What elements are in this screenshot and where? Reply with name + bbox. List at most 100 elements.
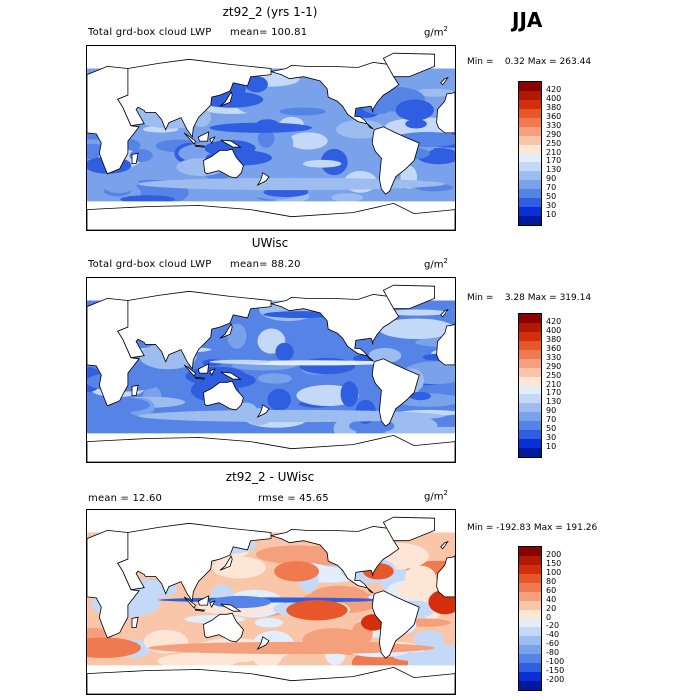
colorbar-tick-label: 200 <box>546 549 562 559</box>
colorbar-segment <box>519 663 541 673</box>
panel-3-map-canvas <box>87 510 455 694</box>
colorbar-segment <box>519 314 541 323</box>
colorbar-tick-label: 170 <box>546 388 562 398</box>
continent-outline <box>203 148 244 179</box>
colorbar-tick-label: 380 <box>546 334 562 344</box>
panel-3-colorbar-ticks: 200 150 100 80 60 40 20 0 -20 -40 -60 -80 -100 -150 -2… <box>546 546 586 689</box>
continent-outline <box>256 404 270 418</box>
field-contour <box>209 122 312 133</box>
panel-3-title: zt92_2 - UWisc <box>225 470 315 484</box>
colorbar-segment <box>519 555 541 565</box>
colorbar-segment <box>519 654 541 664</box>
continent-outline <box>382 52 436 78</box>
panel-2-colorbar-ticks: 420 400 380 360 330 290 250 210 170 130 90 70 50 30 10 <box>546 313 586 456</box>
colorbar-tick-label: 10 <box>546 210 557 220</box>
continent-outline <box>131 152 139 164</box>
colorbar-tick-label: 250 <box>546 138 562 148</box>
colorbar-segment <box>519 82 541 91</box>
field-contour <box>269 131 294 156</box>
continent-outline <box>209 368 216 376</box>
continent-outline <box>197 595 210 606</box>
colorbar-segment <box>519 547 541 556</box>
field-contour <box>331 193 363 202</box>
continent-outline <box>183 132 196 145</box>
colorbar-segment <box>519 216 541 225</box>
colorbar-segment <box>519 99 541 109</box>
panel-3-units: g/m2 <box>424 489 448 503</box>
colorbar-tick-label: 50 <box>546 424 557 434</box>
field-contour <box>286 599 348 621</box>
colorbar-segment <box>519 135 541 145</box>
colorbar-tick-label: -40 <box>546 630 560 640</box>
continent-outline <box>220 603 242 612</box>
continent-outline <box>371 358 420 427</box>
panel-1-colorbar <box>518 81 542 226</box>
field-contour <box>274 561 320 582</box>
colorbar-segment <box>519 171 541 181</box>
field-contour <box>148 641 435 655</box>
colorbar-tick-label: 90 <box>546 406 557 416</box>
continent-outline <box>117 522 272 603</box>
continent-outline <box>436 91 455 134</box>
continent-outline <box>117 290 272 371</box>
panel-2-units: g/m2 <box>424 257 448 271</box>
panel-2-variable-label: Total grd-box cloud LWP <box>88 259 212 270</box>
panel-3-min-max: Min = -192.83 Max = 191.26 <box>467 523 598 533</box>
continent-outline <box>219 555 233 571</box>
colorbar-tick-label: 290 <box>546 361 562 371</box>
colorbar-tick-label: 210 <box>546 147 562 157</box>
field-contour <box>340 381 359 407</box>
colorbar-segment <box>519 645 541 655</box>
colorbar-tick-label: -100 <box>546 657 565 667</box>
panel-1-map <box>86 45 456 231</box>
continent-outline <box>440 540 449 550</box>
field-contour <box>279 107 327 116</box>
colorbar-tick-label: 290 <box>546 129 562 139</box>
field-contour <box>413 630 445 649</box>
continent-outline <box>382 284 436 310</box>
continent-outline <box>87 202 455 230</box>
continent-outline <box>371 126 420 195</box>
continent-outline <box>203 612 244 643</box>
colorbar-tick-label: -60 <box>546 639 560 649</box>
panel-3-rmse: rmse = 45.65 <box>258 493 329 504</box>
colorbar-segment <box>519 117 541 127</box>
continent-outline <box>197 363 210 374</box>
continent-outline <box>209 600 216 608</box>
colorbar-tick-label: 50 <box>546 192 557 202</box>
field-contour <box>227 323 247 349</box>
colorbar-tick-label: 70 <box>546 183 557 193</box>
field-contour <box>87 637 141 659</box>
colorbar-segment <box>519 618 541 628</box>
continent-outline <box>87 434 455 462</box>
field-contour <box>368 347 402 364</box>
colorbar-tick-label: -150 <box>546 666 565 676</box>
field-contour <box>422 644 455 666</box>
field-contour <box>244 76 268 93</box>
continent-outline <box>131 616 139 628</box>
colorbar-segment <box>519 367 541 377</box>
colorbar-segment <box>519 90 541 100</box>
colorbar-tick-label: 20 <box>546 603 557 613</box>
colorbar-segment <box>519 189 541 199</box>
colorbar-segment <box>519 358 541 368</box>
panel-2-min-max: Min = 3.28 Max = 319.14 <box>467 293 592 303</box>
colorbar-tick-label: 60 <box>546 585 557 595</box>
continent-outline <box>382 516 436 542</box>
continent-outline <box>197 131 210 142</box>
colorbar-tick-label: 100 <box>546 567 562 577</box>
colorbar-tick-label: 70 <box>546 415 557 425</box>
continent-outline <box>219 91 233 107</box>
continent-outline <box>117 58 272 139</box>
colorbar-tick-label: 420 <box>546 316 562 326</box>
colorbar-tick-label: 210 <box>546 379 562 389</box>
field-contour <box>378 318 455 340</box>
colorbar-tick-label: 30 <box>546 201 557 211</box>
field-contour <box>409 391 431 401</box>
field-contour <box>275 342 294 362</box>
colorbar-segment <box>519 198 541 208</box>
field-contour <box>336 119 385 139</box>
colorbar-tick-label: 130 <box>546 397 562 407</box>
panel-2-map <box>86 277 456 463</box>
colorbar-segment <box>519 564 541 574</box>
